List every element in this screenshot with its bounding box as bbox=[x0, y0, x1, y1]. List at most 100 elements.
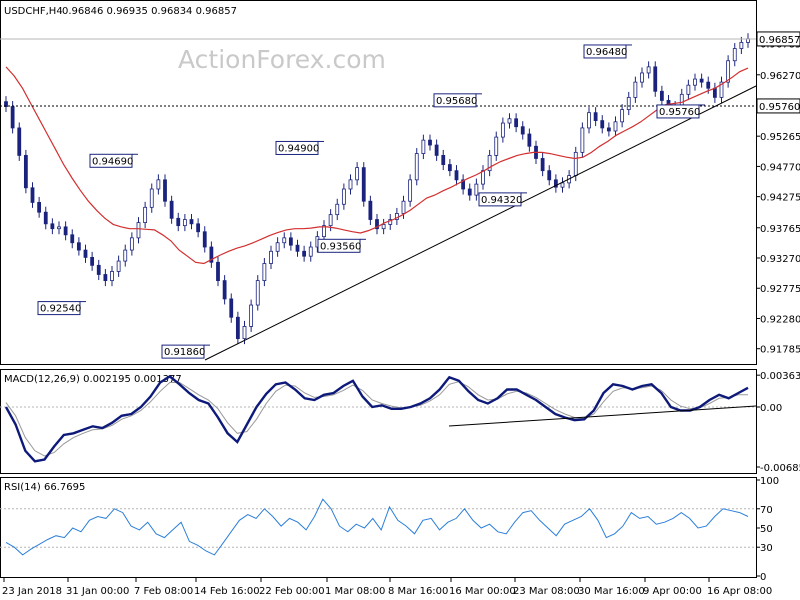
candle-body bbox=[587, 112, 591, 129]
annotation-box bbox=[433, 93, 477, 108]
candle-body bbox=[302, 250, 307, 257]
candle-body bbox=[732, 48, 737, 62]
annotation-box bbox=[89, 153, 133, 168]
candle-body bbox=[262, 263, 267, 282]
candle-body bbox=[693, 78, 697, 86]
candle-body bbox=[123, 249, 128, 262]
annotation-label: 0.95680 bbox=[436, 96, 477, 107]
candle-body bbox=[401, 200, 406, 214]
price-annotations: 0.92540 0.94690 0.91860 0.94900 0.93560 0.956… bbox=[37, 44, 705, 359]
x-tick-label: 8 Mar 16:00 bbox=[388, 586, 448, 597]
time-axis: 23 Jan 2018 31 Jan 00:00 7 Feb 08:00 14 Feb… bbox=[2, 578, 772, 597]
candle-body bbox=[96, 264, 101, 275]
candle-body bbox=[686, 84, 691, 95]
candle-body bbox=[361, 167, 366, 202]
rsi-title: RSI(14) 66.7695 bbox=[4, 482, 85, 493]
price-tag-label: 0.96857 bbox=[759, 35, 800, 46]
macd-panel: MACD(12,26,9) 0.002195 0.001377 0.003638… bbox=[0, 369, 800, 474]
candle-body bbox=[103, 274, 108, 282]
candle-body bbox=[50, 223, 55, 230]
candle-body bbox=[269, 250, 273, 264]
macd-title: MACD(12,26,9) 0.002195 0.001377 bbox=[4, 374, 182, 385]
annotation-label: 0.93560 bbox=[320, 241, 361, 252]
price-tick-label: 0.91785 bbox=[760, 345, 800, 356]
instrument-symbol: USDCHF,H4 bbox=[4, 6, 63, 17]
candle-body bbox=[613, 121, 618, 132]
price-axis: 0.967850.962700.957650.952650.947700.942… bbox=[756, 39, 800, 356]
candle-body bbox=[335, 203, 340, 216]
candle-body bbox=[222, 280, 227, 300]
candle-body bbox=[37, 202, 42, 213]
candle-body bbox=[129, 237, 134, 251]
candle-body bbox=[547, 170, 552, 181]
candle-body bbox=[421, 139, 426, 154]
x-tick-label: 30 Mar 16:00 bbox=[578, 586, 645, 597]
price-tags: 0.96857 0.95760 bbox=[0, 31, 800, 114]
rsi-tick-label: 70 bbox=[760, 505, 773, 516]
candle-body bbox=[640, 72, 644, 83]
candle-body bbox=[23, 155, 28, 189]
candle-body bbox=[4, 101, 8, 107]
price-tag-box bbox=[756, 98, 800, 114]
candle-body bbox=[348, 179, 353, 190]
candle-body bbox=[454, 170, 459, 181]
candle-body bbox=[176, 217, 181, 227]
candle-body bbox=[474, 183, 479, 196]
candle-body bbox=[17, 127, 22, 156]
candle-body bbox=[527, 133, 532, 147]
candle-body bbox=[83, 249, 88, 258]
candle-body bbox=[110, 271, 114, 282]
candle-body bbox=[467, 188, 472, 196]
candle-body bbox=[189, 219, 194, 225]
macd-panel-frame bbox=[0, 369, 757, 474]
candle-body bbox=[481, 170, 485, 185]
candle-body bbox=[719, 81, 724, 98]
candle-body bbox=[57, 226, 61, 230]
candle-body bbox=[428, 139, 432, 146]
candle-body bbox=[659, 90, 664, 101]
annotation-box bbox=[161, 344, 205, 359]
price-tag-box bbox=[756, 31, 800, 47]
price-tick-label: 0.94275 bbox=[760, 193, 800, 204]
annotation-box bbox=[583, 44, 627, 59]
candle-body bbox=[76, 242, 81, 251]
candle-body bbox=[726, 60, 731, 83]
candle-body bbox=[626, 96, 631, 111]
candle-body bbox=[288, 237, 293, 246]
candle-body bbox=[461, 179, 466, 190]
candle-body bbox=[553, 179, 558, 188]
candle-body bbox=[646, 66, 651, 74]
candle-body bbox=[30, 187, 35, 203]
x-tick-label: 1 Mar 08:00 bbox=[325, 586, 385, 597]
candle-body bbox=[235, 316, 240, 340]
annotation-label: 0.95760 bbox=[659, 107, 700, 118]
annotation-box bbox=[275, 140, 319, 155]
candle-body bbox=[520, 126, 525, 135]
annotation-label: 0.94690 bbox=[92, 156, 133, 167]
x-tick-label: 22 Feb 00:00 bbox=[259, 586, 325, 597]
candle-body bbox=[182, 219, 187, 227]
candle-body bbox=[620, 109, 625, 123]
candle-body bbox=[10, 106, 15, 129]
macd-trend-line bbox=[448, 405, 757, 427]
candle-body bbox=[156, 179, 161, 190]
candle-body bbox=[295, 244, 300, 252]
price-tick-label: 0.93270 bbox=[760, 254, 800, 265]
candle-body bbox=[255, 280, 260, 306]
macd-tick-label: -0.006858 bbox=[760, 463, 800, 474]
price-tag-label: 0.95760 bbox=[759, 102, 800, 113]
annotation-box bbox=[656, 104, 700, 119]
annotation-label: 0.94900 bbox=[278, 143, 319, 154]
x-tick-label: 14 Feb 16:00 bbox=[194, 586, 260, 597]
candle-body bbox=[487, 155, 492, 172]
rsi-tick-label: 0 bbox=[760, 572, 766, 583]
candle-body bbox=[580, 127, 585, 153]
candle-body bbox=[116, 260, 121, 272]
candle-body bbox=[43, 211, 48, 225]
rsi-tick-label: 30 bbox=[760, 543, 773, 554]
price-tick-label: 0.94770 bbox=[760, 162, 800, 173]
ohlc-readout: 0.96846 0.96935 0.96834 0.96857 bbox=[62, 6, 237, 17]
candle-body bbox=[216, 261, 220, 282]
rsi-tick-label: 100 bbox=[760, 476, 779, 487]
x-tick-label: 16 Apr 08:00 bbox=[707, 586, 772, 597]
